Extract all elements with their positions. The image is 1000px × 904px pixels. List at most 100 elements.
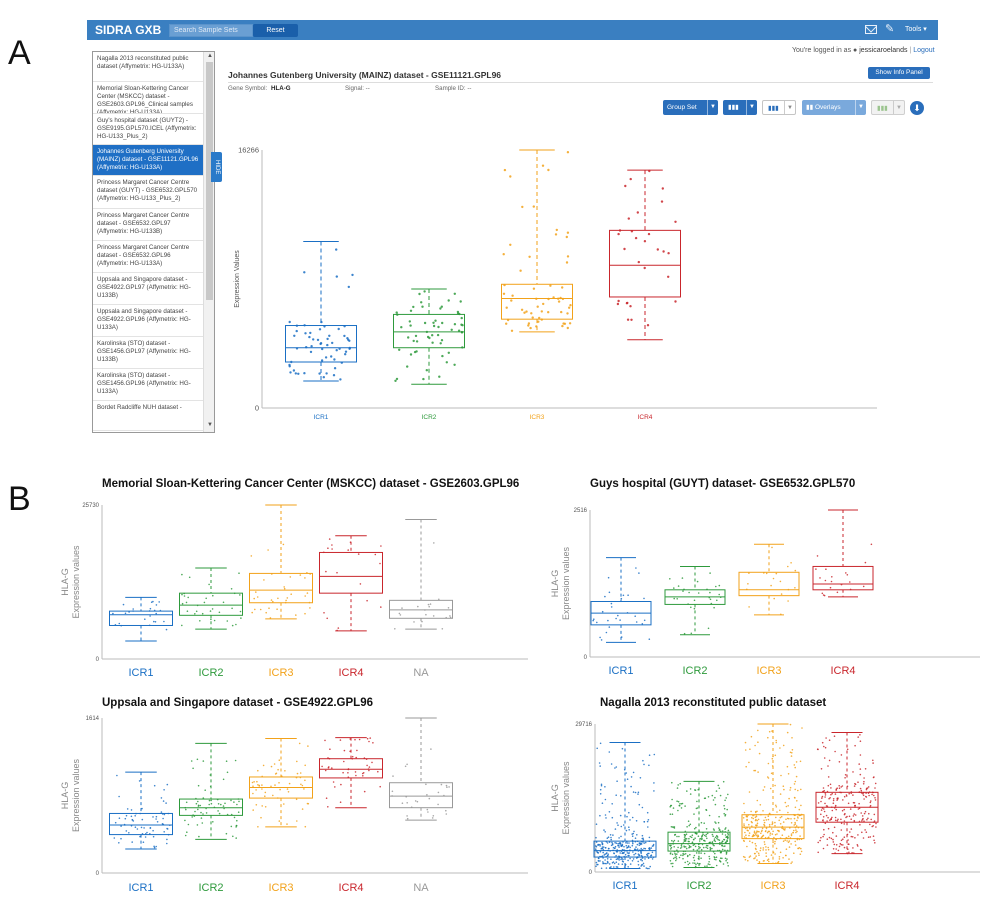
dataset-list-item[interactable]: Princess Margaret Cancer Centre dataset … — [93, 209, 203, 241]
dataset-list-item[interactable]: Nagalla 2013 reconstituted public datase… — [93, 52, 203, 82]
data-point — [185, 808, 187, 811]
data-point — [669, 853, 672, 855]
data-point — [686, 826, 688, 828]
data-point — [166, 842, 168, 845]
mail-icon[interactable] — [865, 25, 877, 34]
data-point — [712, 835, 714, 838]
tools-menu[interactable]: Tools ▾ — [905, 26, 927, 33]
color-chart-dropdown[interactable]: ▮▮▮ ▼ — [762, 100, 796, 115]
data-point — [566, 326, 569, 330]
data-point — [859, 734, 861, 736]
data-point — [379, 562, 381, 565]
data-point — [627, 859, 629, 862]
data-point — [347, 285, 350, 289]
dataset-list-item[interactable]: Uppsala and Singapore dataset - GSE4922.… — [93, 273, 203, 305]
chevron-down-icon: ▼ — [855, 100, 866, 115]
data-point — [687, 603, 689, 605]
data-point — [251, 611, 253, 614]
data-point — [707, 627, 710, 630]
data-point — [788, 840, 791, 842]
data-point — [836, 797, 838, 800]
data-point — [724, 831, 726, 833]
data-point — [837, 849, 840, 852]
data-point — [335, 275, 338, 278]
scroll-up-arrow-icon[interactable]: ▲ — [207, 53, 213, 59]
data-point — [230, 588, 233, 590]
data-point — [195, 797, 197, 800]
overlays-dropdown[interactable]: ▮▮ Overlays ▼ — [802, 100, 866, 115]
reset-button[interactable]: Reset — [253, 24, 298, 37]
data-point — [604, 859, 606, 861]
dataset-list-item[interactable]: Johannes Gutenberg University (MAINZ) da… — [93, 145, 203, 176]
data-point — [154, 621, 157, 623]
data-point — [794, 806, 797, 809]
data-point — [797, 847, 800, 850]
search-sample-sets-input[interactable] — [169, 24, 253, 37]
chart-type-dropdown[interactable]: ▮▮▮ ▼ — [723, 100, 757, 115]
data-point — [797, 813, 799, 816]
data-point — [699, 837, 702, 840]
data-point — [645, 867, 648, 869]
x-tick-label-icr4: ICR4 — [638, 414, 653, 421]
dataset-list-item[interactable]: Princess Margaret Cancer Centre dataset … — [93, 176, 203, 209]
data-point — [661, 187, 664, 190]
data-point — [836, 591, 839, 594]
data-point — [787, 805, 789, 807]
data-point — [694, 837, 696, 839]
group-set-dropdown[interactable]: Group Set ▼ — [663, 100, 718, 115]
data-point — [612, 849, 614, 852]
data-point — [819, 839, 821, 842]
data-point — [677, 840, 680, 842]
data-point — [155, 818, 157, 820]
data-point — [822, 847, 825, 850]
y-axis-title: Expression values — [71, 758, 81, 832]
data-point — [183, 592, 185, 595]
dataset-list-item[interactable]: Karolinska (STO) dataset - GSE1456.GPL97… — [93, 337, 203, 369]
data-point — [230, 799, 232, 802]
dataset-list-item[interactable]: Karolinska (STO) dataset - GSE1456.GPL96… — [93, 369, 203, 401]
data-point — [595, 861, 598, 864]
data-point — [617, 614, 619, 617]
data-point — [875, 826, 877, 828]
disabled-chart-dropdown[interactable]: ▮▮▮ ▼ — [871, 100, 905, 115]
data-point — [626, 778, 629, 780]
data-point — [852, 801, 855, 804]
data-point — [754, 842, 757, 845]
pencil-icon[interactable]: ✎ — [885, 23, 895, 35]
data-point — [279, 788, 281, 791]
hide-list-tab[interactable]: HIDE — [211, 152, 222, 182]
data-point — [309, 573, 311, 575]
scroll-down-arrow-icon[interactable]: ▼ — [207, 422, 213, 428]
data-point — [675, 859, 677, 862]
dataset-list-item[interactable]: Uppsala and Singapore dataset - GSE4922.… — [93, 305, 203, 337]
data-point — [136, 828, 139, 830]
list-scrollbar[interactable]: ▲ ▼ — [203, 52, 214, 432]
data-point — [874, 799, 877, 801]
data-point — [830, 793, 832, 796]
show-info-panel-button[interactable]: Show Info Panel — [868, 67, 930, 79]
data-point — [726, 849, 729, 852]
data-point — [794, 821, 796, 824]
dataset-list-item[interactable]: Bordet Radcliffe NUH dataset - — [93, 401, 203, 431]
data-point — [114, 624, 117, 626]
data-point — [139, 835, 141, 838]
download-icon[interactable]: ⬇ — [910, 101, 924, 115]
data-point — [216, 798, 219, 801]
logout-link[interactable]: Logout — [913, 47, 935, 54]
dataset-list-item[interactable]: Princess Margaret Cancer Centre dataset … — [93, 241, 203, 273]
data-point — [648, 638, 651, 640]
dataset-list-item[interactable]: Memorial Sloan-Kettering Cancer Center (… — [93, 82, 203, 114]
dataset-list-item[interactable]: Guy's hospital dataset (GUYT2) - GSE9195… — [93, 114, 203, 145]
scroll-thumb[interactable] — [206, 62, 213, 300]
data-point — [163, 620, 165, 623]
data-point — [689, 835, 692, 838]
data-point — [722, 863, 725, 865]
data-point — [615, 854, 617, 857]
data-point — [622, 861, 625, 863]
data-point — [348, 346, 351, 350]
data-point — [871, 825, 873, 828]
app-brand[interactable]: SIDRA GXB — [95, 23, 162, 37]
data-point — [831, 806, 833, 808]
data-point — [775, 806, 778, 808]
data-point — [820, 813, 822, 816]
